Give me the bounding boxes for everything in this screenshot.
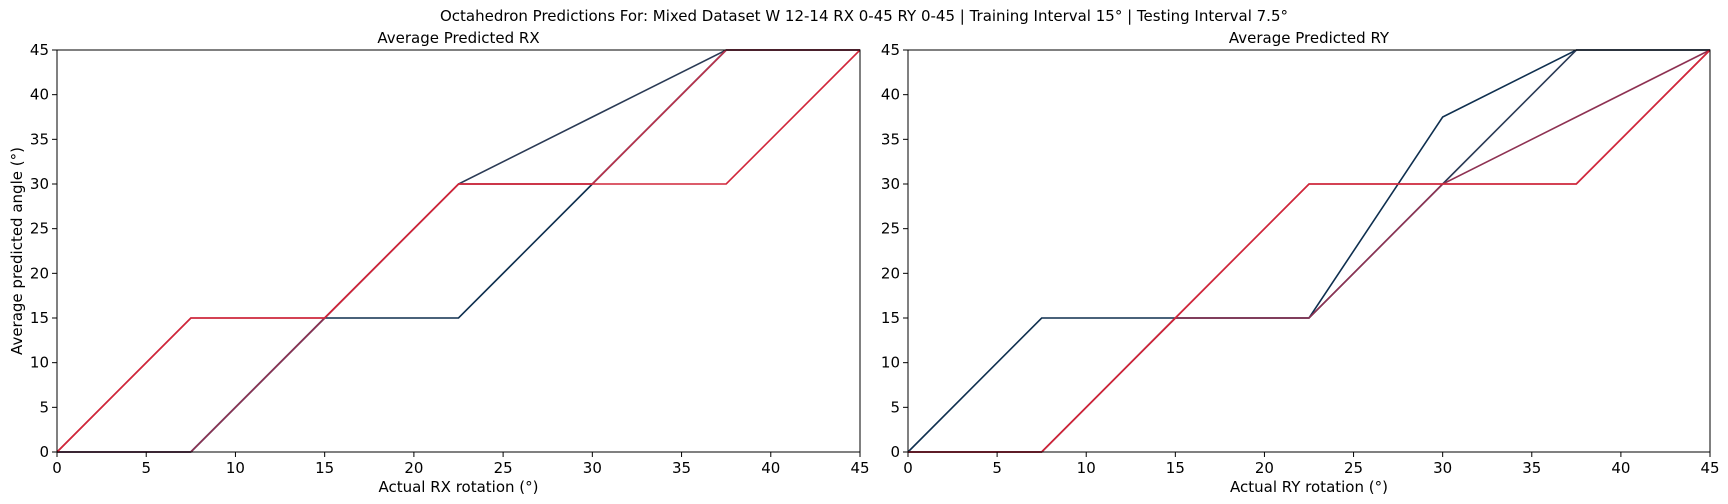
- y-tick-label: 5: [39, 398, 49, 416]
- x-tick-label: 15: [1166, 459, 1185, 477]
- x-tick-label: 30: [583, 459, 602, 477]
- y-axis-label-1: Average predicted angle (°): [8, 147, 26, 355]
- y-tick-label: 20: [881, 264, 900, 282]
- x-axis-label-2: Actual RY rotation (°): [1230, 478, 1388, 496]
- axes-frame-1: [56, 49, 861, 453]
- x-tick-label: 25: [494, 459, 513, 477]
- x-tick-label: 45: [850, 459, 869, 477]
- series-line-1-1: [57, 49, 860, 453]
- y-tick-label: 35: [881, 130, 900, 148]
- y-tick-label: 25: [30, 220, 49, 238]
- x-tick-label: 10: [226, 459, 245, 477]
- x-tick-label: 10: [1077, 459, 1096, 477]
- y-tick-label: 20: [30, 264, 49, 282]
- series-line-1-5: [56, 49, 861, 453]
- x-tick-label: 35: [672, 459, 691, 477]
- panel-title-1: Average Predicted RX: [377, 29, 539, 47]
- y-tick-label: 30: [30, 175, 49, 193]
- x-tick-label: 30: [1433, 459, 1452, 477]
- x-tick-label: 40: [761, 459, 780, 477]
- x-tick-label: 40: [1611, 459, 1630, 477]
- panel-title-2: Average Predicted RY: [1229, 29, 1390, 47]
- y-tick-label: 0: [890, 443, 900, 461]
- x-tick-label: 25: [1344, 459, 1363, 477]
- x-tick-label: 45: [1700, 459, 1719, 477]
- y-tick-label: 40: [881, 86, 900, 104]
- x-tick-label: 15: [315, 459, 334, 477]
- series-line-2-3: [908, 49, 1711, 453]
- x-tick-label: 0: [903, 459, 913, 477]
- axes-frame-2: [907, 49, 1711, 453]
- y-tick-label: 35: [30, 130, 49, 148]
- figure-title: Octahedron Predictions For: Mixed Datase…: [440, 7, 1288, 25]
- y-tick-label: 0: [39, 443, 49, 461]
- x-tick-label: 0: [52, 459, 62, 477]
- y-tick-label: 5: [890, 398, 900, 416]
- x-tick-label: 5: [141, 459, 151, 477]
- y-tick-label: 25: [881, 220, 900, 238]
- y-tick-label: 45: [881, 41, 900, 59]
- y-tick-label: 45: [30, 41, 49, 59]
- x-tick-label: 35: [1522, 459, 1541, 477]
- y-tick-label: 10: [881, 354, 900, 372]
- x-tick-label: 5: [992, 459, 1002, 477]
- y-tick-label: 10: [30, 354, 49, 372]
- y-tick-label: 15: [30, 309, 49, 327]
- x-tick-label: 20: [1255, 459, 1274, 477]
- series-line-1-4: [56, 49, 860, 453]
- x-axis-label-1: Actual RX rotation (°): [378, 478, 538, 496]
- series-line-1-3: [57, 49, 860, 453]
- y-tick-label: 30: [881, 175, 900, 193]
- x-tick-label: 20: [404, 459, 423, 477]
- y-tick-label: 15: [881, 309, 900, 327]
- y-tick-label: 40: [30, 86, 49, 104]
- series-line-1-2: [57, 49, 860, 453]
